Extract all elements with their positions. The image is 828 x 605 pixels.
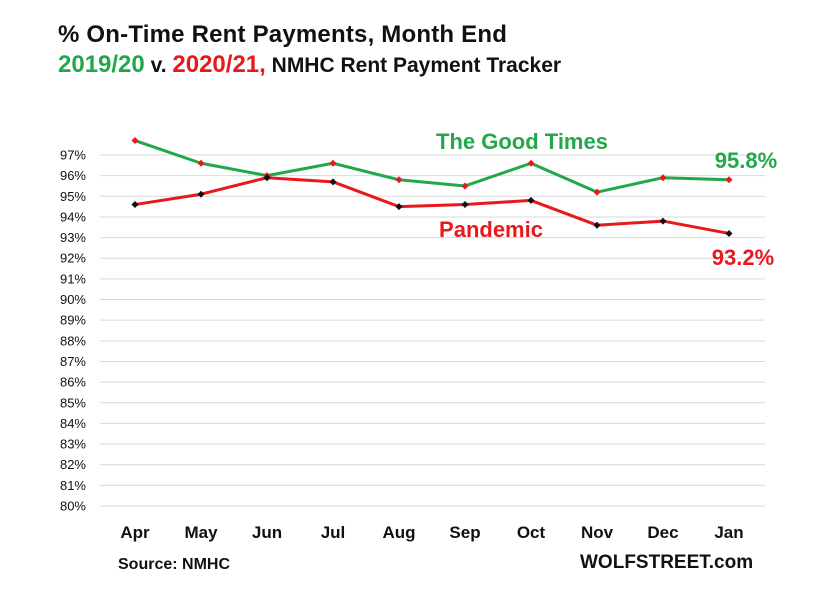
y-tick-label: 95% xyxy=(60,189,86,204)
y-tick-label: 83% xyxy=(60,437,86,452)
data-point xyxy=(659,217,667,225)
data-point xyxy=(263,174,271,182)
chart-title-block: % On-Time Rent Payments, Month End 2019/… xyxy=(58,20,561,81)
x-tick-label: Jun xyxy=(252,523,282,542)
data-point xyxy=(395,203,403,211)
series-line xyxy=(134,176,730,235)
data-point xyxy=(593,188,601,196)
credit-label: WOLFSTREET.com xyxy=(580,552,754,573)
source-note: Source: NMHC xyxy=(118,556,231,573)
annotation-last-pandemic: 93.2% xyxy=(712,245,774,270)
chart-subtitle: 2019/20 v. 2020/21, NMHC Rent Payment Tr… xyxy=(58,50,561,81)
data-point xyxy=(527,159,535,167)
x-tick-label: Oct xyxy=(517,523,546,542)
data-point xyxy=(131,201,139,209)
y-tick-label: 92% xyxy=(60,251,86,266)
x-tick-label: Dec xyxy=(647,523,678,542)
data-point xyxy=(395,176,403,184)
data-point xyxy=(725,176,733,184)
y-tick-label: 80% xyxy=(60,499,86,514)
data-point xyxy=(659,174,667,182)
data-point xyxy=(527,196,535,204)
x-tick-label: Jan xyxy=(714,523,743,542)
data-point xyxy=(461,182,469,190)
y-tick-label: 87% xyxy=(60,354,86,369)
series-label-pandemic: Pandemic xyxy=(439,217,543,242)
y-tick-label: 94% xyxy=(60,209,86,224)
series-label-good-times: The Good Times xyxy=(436,129,608,154)
y-tick-label: 82% xyxy=(60,457,86,472)
x-tick-label: May xyxy=(184,523,218,542)
x-tick-label: Jul xyxy=(321,523,346,542)
data-point xyxy=(131,137,139,145)
y-tick-label: 89% xyxy=(60,313,86,328)
data-point xyxy=(461,201,469,209)
subtitle-tracker: NMHC Rent Payment Tracker xyxy=(265,54,562,77)
x-tick-label: Sep xyxy=(449,523,480,542)
y-tick-label: 97% xyxy=(60,148,86,163)
y-tick-label: 96% xyxy=(60,168,86,183)
y-tick-label: 90% xyxy=(60,292,86,307)
y-tick-label: 93% xyxy=(60,230,86,245)
y-tick-label: 84% xyxy=(60,416,86,431)
subtitle-year-green: 2019/20 xyxy=(58,51,145,78)
data-point xyxy=(593,221,601,229)
x-tick-label: Nov xyxy=(581,523,614,542)
y-tick-label: 91% xyxy=(60,271,86,286)
x-tick-label: Apr xyxy=(120,523,150,542)
y-tick-label: 81% xyxy=(60,478,86,493)
subtitle-year-red: 2020/21, xyxy=(172,51,266,78)
x-tick-label: Aug xyxy=(382,523,415,542)
subtitle-vs: v. xyxy=(144,54,173,77)
series-line xyxy=(134,139,730,194)
y-tick-label: 88% xyxy=(60,333,86,348)
data-point xyxy=(329,178,337,186)
data-point xyxy=(725,229,733,237)
chart-title: % On-Time Rent Payments, Month End xyxy=(58,21,508,48)
data-point xyxy=(197,159,205,167)
annotation-last-good-times: 95.8% xyxy=(715,148,777,173)
data-point xyxy=(197,190,205,198)
y-tick-label: 86% xyxy=(60,375,86,390)
y-tick-label: 85% xyxy=(60,395,86,410)
data-point xyxy=(329,159,337,167)
